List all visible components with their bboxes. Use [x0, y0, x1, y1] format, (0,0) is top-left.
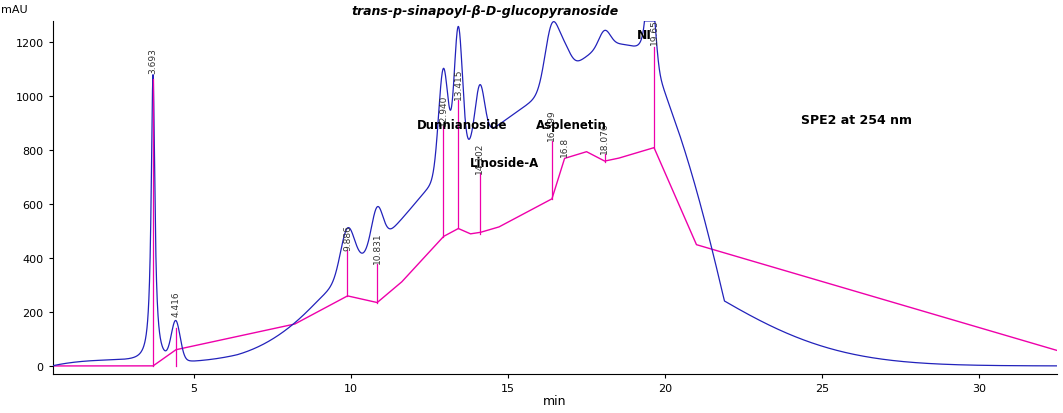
Text: 9.886: 9.886	[343, 224, 352, 250]
Text: 14.102: 14.102	[475, 142, 485, 174]
Text: 16.8: 16.8	[560, 136, 569, 157]
Text: 10.831: 10.831	[373, 232, 382, 263]
Text: SPE2 at 254 nm: SPE2 at 254 nm	[802, 114, 912, 127]
Text: Linoside-A: Linoside-A	[470, 157, 540, 170]
Text: 4.416: 4.416	[171, 291, 181, 316]
Text: Dunnianoside: Dunnianoside	[417, 119, 507, 132]
Text: 19.65: 19.65	[649, 19, 658, 45]
Text: 18.076: 18.076	[601, 122, 609, 154]
Text: NI: NI	[637, 29, 652, 42]
Text: trans-p-sinapoyl-β-D-glucopyranoside: trans-p-sinapoyl-β-D-glucopyranoside	[351, 5, 619, 18]
Text: 16.399: 16.399	[547, 109, 556, 140]
Text: 13.415: 13.415	[454, 69, 462, 100]
Text: 3.693: 3.693	[149, 48, 157, 74]
Text: mAU: mAU	[1, 5, 28, 15]
X-axis label: min: min	[543, 394, 567, 408]
Text: 12.940: 12.940	[439, 94, 448, 126]
Text: Asplenetin: Asplenetin	[536, 119, 607, 132]
